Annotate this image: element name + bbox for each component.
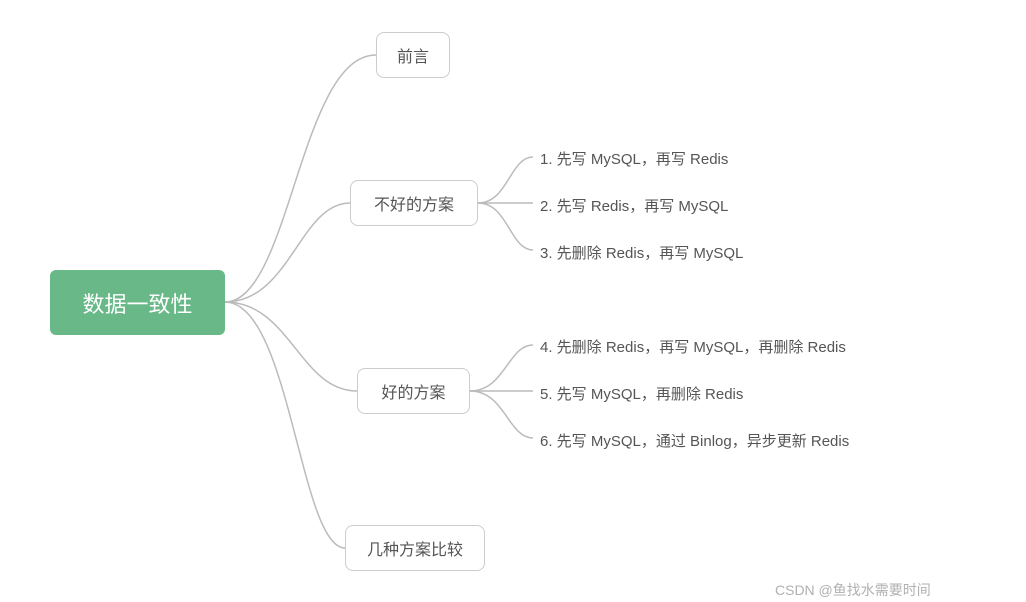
child-label: 不好的方案 [374, 191, 454, 215]
leaf-node-bad-1: 2. 先写 Redis，再写 MySQL [540, 195, 728, 216]
leaf-label: 5. 先写 MySQL，再删除 Redis [540, 386, 743, 403]
child-label: 好的方案 [381, 379, 445, 403]
leaf-node-bad-0: 1. 先写 MySQL，再写 Redis [540, 148, 728, 169]
connector-path [470, 345, 533, 391]
root-label: 数据一致性 [82, 287, 192, 319]
leaf-label: 4. 先删除 Redis，再写 MySQL，再删除 Redis [540, 339, 846, 356]
child-label: 前言 [397, 43, 429, 67]
connector-path [225, 302, 357, 391]
child-node-good: 好的方案 [357, 368, 470, 414]
connector-path [478, 203, 533, 250]
leaf-label: 2. 先写 Redis，再写 MySQL [540, 198, 728, 215]
connector-path [470, 391, 533, 438]
child-label: 几种方案比较 [367, 536, 463, 560]
connector-path [478, 157, 533, 203]
mindmap-root-node: 数据一致性 [50, 270, 225, 335]
leaf-node-bad-2: 3. 先删除 Redis，再写 MySQL [540, 242, 743, 263]
leaf-node-good-2: 6. 先写 MySQL，通过 Binlog，异步更新 Redis [540, 430, 849, 451]
leaf-label: 3. 先删除 Redis，再写 MySQL [540, 245, 743, 262]
connector-path [225, 55, 376, 302]
leaf-label: 6. 先写 MySQL，通过 Binlog，异步更新 Redis [540, 433, 849, 450]
leaf-node-good-0: 4. 先删除 Redis，再写 MySQL，再删除 Redis [540, 336, 846, 357]
leaf-node-good-1: 5. 先写 MySQL，再删除 Redis [540, 383, 743, 404]
child-node-bad: 不好的方案 [350, 180, 478, 226]
connector-path [225, 203, 350, 302]
child-node-compare: 几种方案比较 [345, 525, 485, 571]
leaf-label: 1. 先写 MySQL，再写 Redis [540, 151, 728, 168]
watermark-text: CSDN @鱼找水需要时间 [775, 580, 931, 600]
child-node-intro: 前言 [376, 32, 450, 78]
connector-path [225, 302, 345, 548]
